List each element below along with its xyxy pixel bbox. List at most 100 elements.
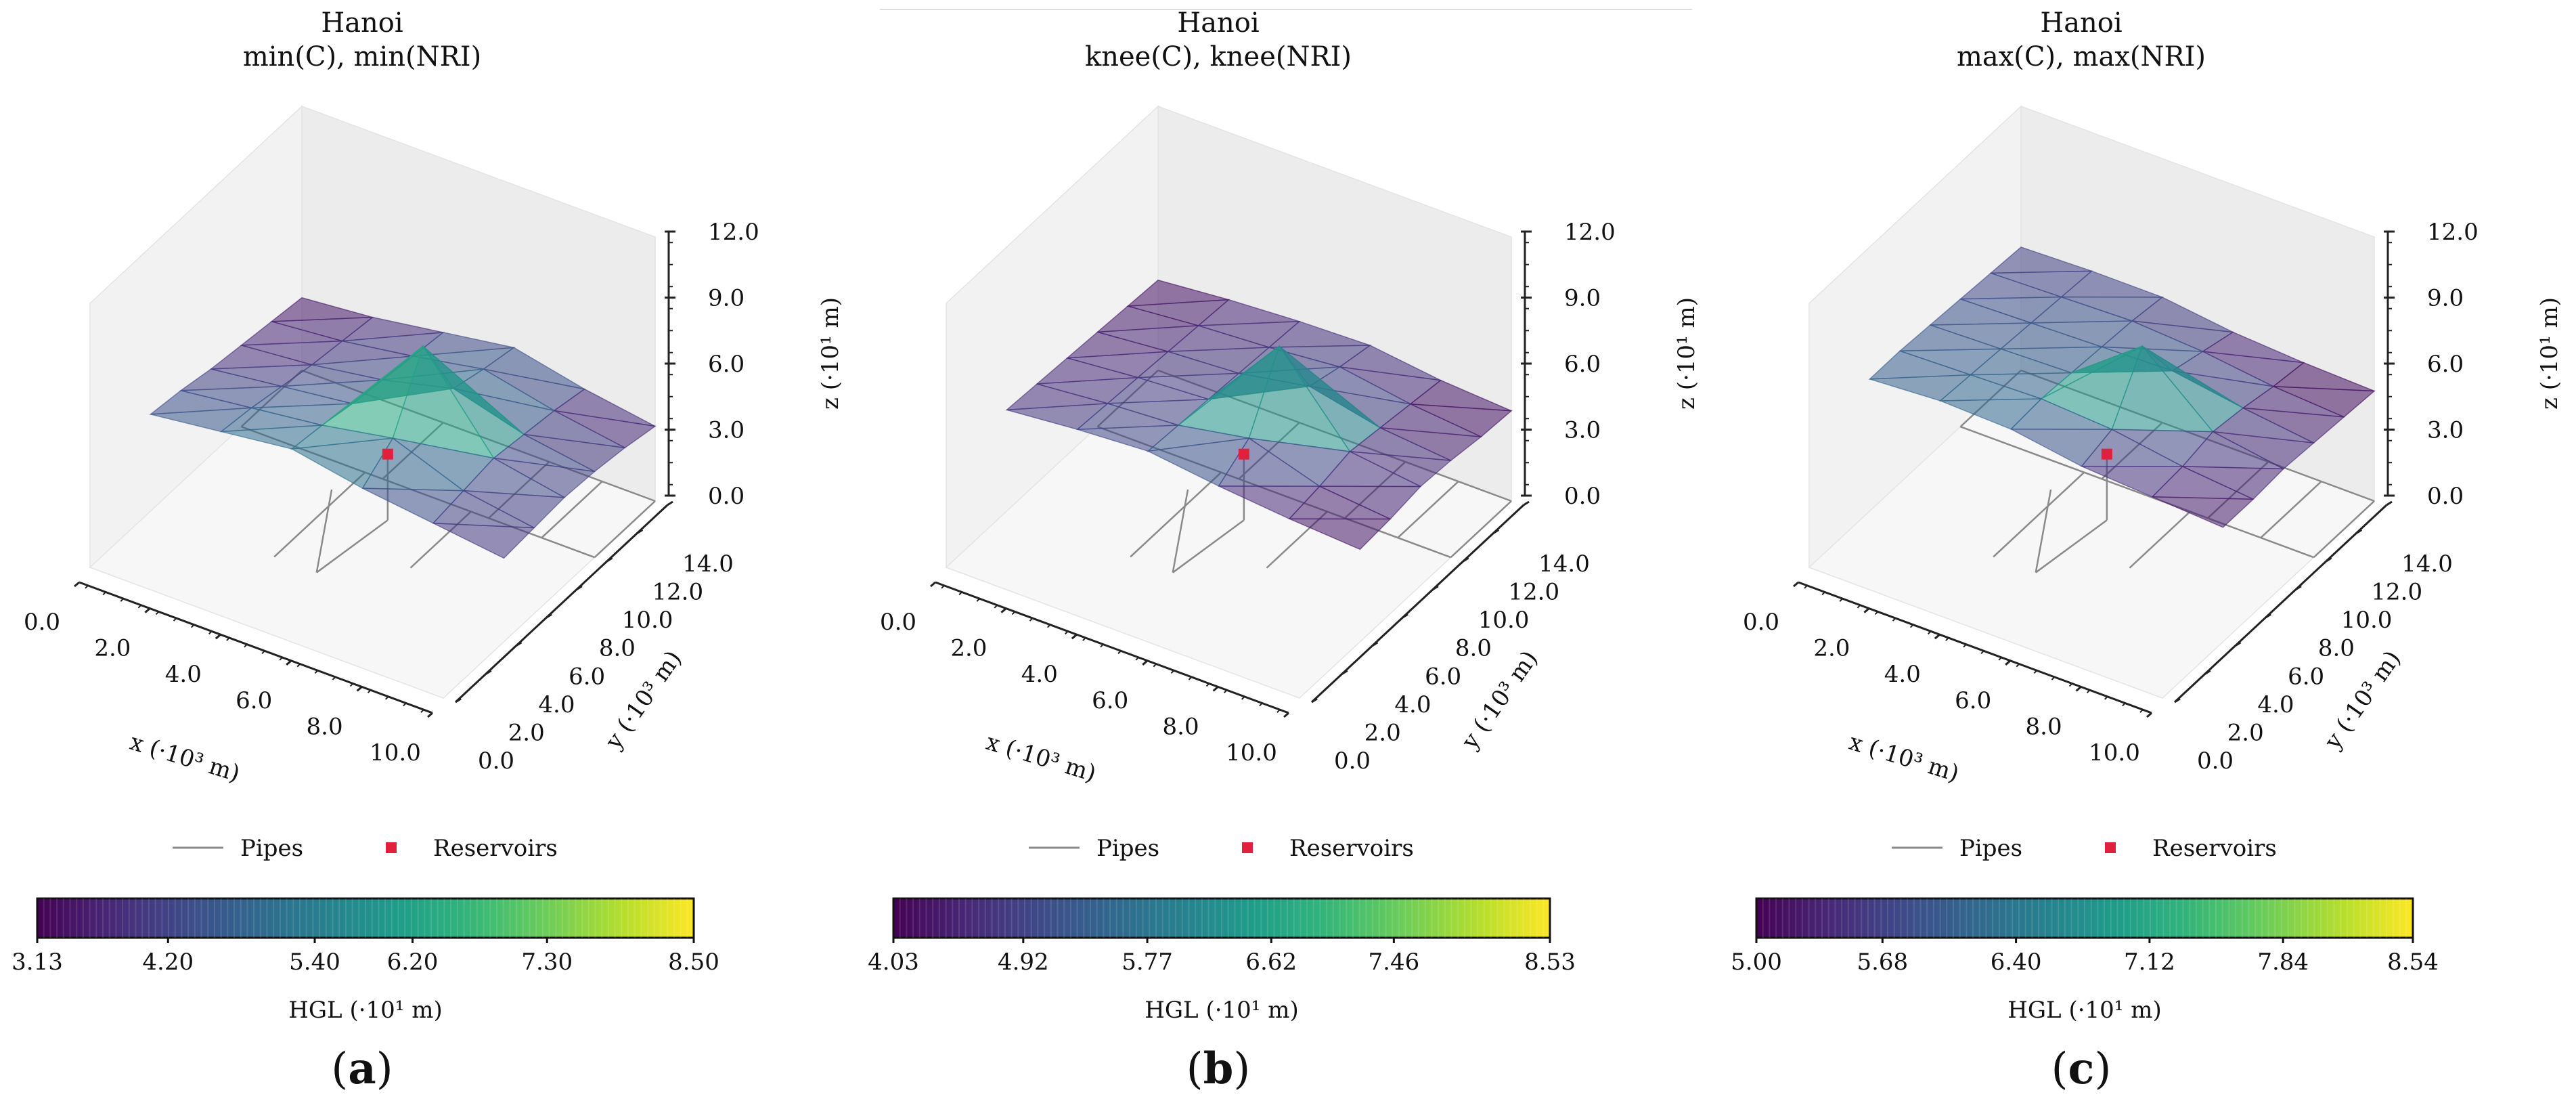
reservoir-marker [1238,448,1249,460]
x-tick-mark [2005,659,2012,666]
y-minor-tick [2344,541,2349,544]
colorbar-tick-label: 7.30 [521,949,573,976]
y-minor-tick [1466,555,1470,559]
x-minor-tick [190,624,195,628]
legend-reservoirs-label: Reservoirs [2152,835,2277,862]
y-minor-tick [2322,562,2326,566]
x-tick-mark [930,581,936,588]
x-tick-label: 6.0 [1955,687,1991,714]
y-minor-tick [1444,576,1448,580]
y-tick-label: 2.0 [2227,719,2264,746]
x-minor-tick [1909,624,1914,628]
y-minor-tick [587,576,592,580]
y-minor-tick [579,583,584,587]
y-minor-tick [2314,569,2318,573]
y-minor-tick [2177,696,2182,699]
y-tick-mark [515,641,523,647]
pipe-segment [1397,481,1459,539]
y-minor-tick [2382,506,2386,509]
chart-subtitle: min(C), min(NRI) [243,41,481,72]
x-minor-tick [173,618,177,622]
y-tick-label: 10.0 [2341,607,2393,634]
y-minor-tick [2261,618,2265,622]
y-minor-tick [2223,653,2227,657]
y-tick-label: 14.0 [2401,550,2453,578]
x-minor-tick [1170,670,1175,674]
x-tick-label: 4.0 [1021,661,1058,688]
y-tick-label: 2.0 [1364,719,1401,746]
y-tick-mark [485,670,492,675]
chart-subtitle: knee(C), knee(NRI) [1085,41,1352,72]
pipe-segment [2260,481,2322,539]
y-minor-tick [1473,548,1478,552]
x-tick-label: 10.0 [370,739,421,766]
x-minor-tick [420,709,424,713]
x-minor-tick [1874,611,1879,615]
x-axis-label: x (·10³ m) [127,729,243,787]
legend-reservoir-swatch [1242,842,1253,853]
y-minor-tick [519,639,523,643]
z-tick-label: 6.0 [2427,351,2464,378]
y-tick-label: 6.0 [569,663,605,690]
y-tick-label: 8.0 [1455,635,1492,662]
colorbar-tick-label: 3.13 [12,949,63,976]
y-minor-tick [2336,548,2340,552]
x-minor-tick [1276,709,1281,713]
y-minor-tick [1489,534,1493,538]
x-tick-mark [286,659,292,666]
x-tick-mark [2146,712,2152,718]
surface-facet [1289,518,1392,550]
y-minor-tick [625,541,629,544]
y-axis-label: y (·10³ m) [600,646,687,755]
y-minor-tick [2291,590,2295,594]
y-minor-tick [1390,626,1394,629]
y-minor-tick [1323,689,1327,693]
pipe-segment [2129,511,2191,569]
z-tick-label: 12.0 [1564,219,1616,246]
colorbar-tick-label: 8.54 [2387,949,2439,976]
y-minor-tick [610,555,614,559]
y-tick-mark [667,500,673,506]
legend-reservoirs-label: Reservoirs [1289,835,1414,862]
x-tick-label: 2.0 [1813,635,1850,662]
x-tick-label: 4.0 [1884,661,1921,688]
y-minor-tick [1352,661,1357,664]
x-tick-label: 10.0 [2089,739,2140,766]
y-tick-label: 8.0 [2318,635,2355,662]
pipe-segment [1130,471,1222,558]
x-tick-mark [1793,581,1799,588]
pipe-segment [1450,500,1512,559]
legend-pipes-label: Pipes [1096,835,1159,862]
y-minor-tick [1496,527,1501,531]
y-minor-tick [2238,639,2242,643]
panel-letter-open: ( [1186,1044,1203,1094]
y-minor-tick [1383,632,1387,636]
panel-letter-close: ) [1233,1044,1250,1094]
x-minor-tick [403,702,407,707]
y-minor-tick [2215,661,2220,664]
colorbar-tick-label: 5.40 [289,949,340,976]
x-minor-tick [2068,682,2073,687]
legend-pipes-label: Pipes [240,835,303,862]
y-minor-tick [496,661,501,664]
y-tick-label: 6.0 [2288,663,2324,690]
y-axis-label: y (·10³ m) [2319,646,2406,755]
z-tick-label: 9.0 [2427,285,2464,312]
legend-reservoir-swatch [386,842,397,853]
colorbar-tick-label: 5.00 [1731,949,1782,976]
y-minor-tick [1368,647,1372,650]
x-minor-tick [261,650,265,655]
x-minor-tick [332,676,336,680]
x-tick-mark [1283,712,1289,718]
x-tick-mark [1863,607,1870,613]
y-tick-label: 2.0 [508,719,545,746]
x-minor-tick [976,598,980,602]
x-minor-tick [1100,643,1104,648]
y-minor-tick [1481,541,1486,544]
y-tick-label: 4.0 [2257,691,2294,718]
y-minor-tick [1511,513,1515,517]
y-minor-tick [1451,569,1455,573]
y-minor-tick [648,520,652,523]
y-minor-tick [655,513,659,517]
